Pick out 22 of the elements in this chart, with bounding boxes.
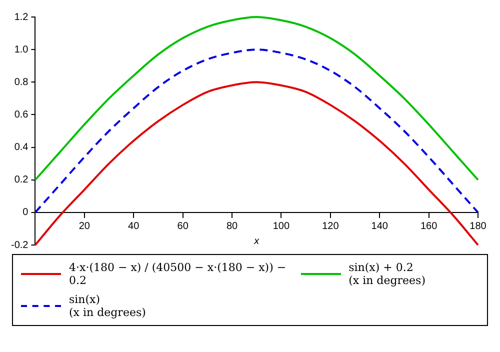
line-series bbox=[34, 16, 479, 181]
x-tick-label: 80 bbox=[226, 221, 238, 232]
y-tick-label: 1.2 bbox=[14, 12, 29, 23]
x-axis-title: x bbox=[253, 236, 260, 248]
y-tick-label: 0.8 bbox=[14, 76, 29, 88]
legend-label: sin(x) (x in degrees) bbox=[69, 293, 146, 319]
x-tick-label: 120 bbox=[322, 221, 340, 232]
x-tick-label: 20 bbox=[78, 221, 90, 232]
y-tick-label: 0.4 bbox=[14, 142, 29, 154]
legend-label: 4·x·(180 − x) / (40500 − x·(180 − x)) − 0.2 bbox=[69, 261, 288, 287]
x-tick-label: 60 bbox=[177, 221, 189, 232]
legend-label: sin(x) + 0.2 (x in degrees) bbox=[348, 261, 426, 287]
y-tick-label: -0.2 bbox=[10, 240, 29, 251]
y-tick-label: 0 bbox=[22, 207, 29, 218]
y-tick-label: 1.0 bbox=[14, 44, 29, 56]
y-tick-label: 0.2 bbox=[14, 174, 29, 186]
x-tick-label: 100 bbox=[272, 221, 290, 232]
x-tick-label: 160 bbox=[420, 221, 438, 232]
x-tick-label: 140 bbox=[371, 221, 388, 232]
y-tick-label: 0.6 bbox=[14, 109, 29, 120]
x-tick-label: 180 bbox=[470, 221, 487, 232]
x-tick-label: 40 bbox=[128, 221, 140, 232]
